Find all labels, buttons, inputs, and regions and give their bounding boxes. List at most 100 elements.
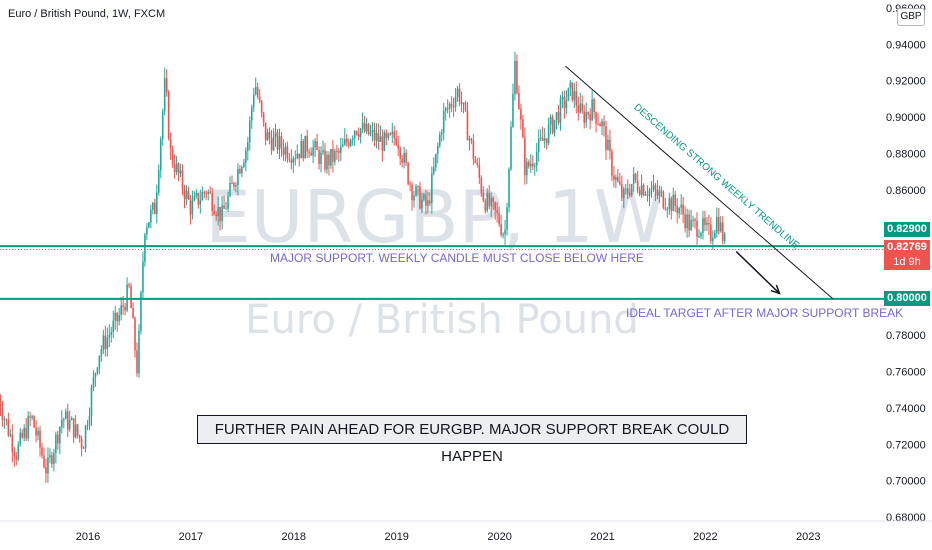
candle bbox=[165, 69, 168, 97]
candle bbox=[252, 87, 255, 113]
candle bbox=[223, 195, 225, 209]
candle bbox=[510, 121, 512, 171]
candle bbox=[3, 416, 6, 429]
price-tick-label: 0.90000 bbox=[886, 112, 926, 124]
candle bbox=[262, 111, 265, 127]
candle bbox=[553, 119, 556, 137]
candle bbox=[361, 112, 364, 134]
candle bbox=[205, 190, 208, 200]
candle bbox=[130, 282, 132, 309]
candle bbox=[27, 411, 29, 442]
candle bbox=[47, 447, 49, 483]
candle bbox=[680, 194, 682, 215]
candle bbox=[444, 106, 447, 121]
candle bbox=[140, 290, 142, 335]
candle bbox=[369, 124, 372, 137]
candle bbox=[7, 412, 10, 438]
candle bbox=[21, 429, 24, 440]
candle bbox=[436, 142, 439, 164]
candle bbox=[603, 115, 605, 137]
candle bbox=[66, 403, 69, 437]
candle bbox=[545, 138, 548, 150]
candle bbox=[624, 183, 627, 195]
price-axis[interactable]: 0.68000 0.70000 0.72000 0.74000 0.76000 0.780… bbox=[886, 3, 926, 524]
descending-trendline[interactable] bbox=[565, 65, 834, 300]
bar-countdown-tag: 1d 9h bbox=[884, 255, 930, 270]
candle bbox=[334, 148, 336, 166]
candle bbox=[294, 150, 297, 166]
candle bbox=[193, 191, 196, 202]
candle bbox=[215, 211, 217, 221]
candle bbox=[626, 179, 629, 200]
candle bbox=[254, 77, 257, 96]
candle bbox=[567, 87, 570, 101]
time-axis[interactable]: 2016 2017 2018 2019 2020 2021 2022 2023 bbox=[76, 531, 821, 543]
candle bbox=[518, 85, 520, 111]
candle bbox=[609, 129, 611, 160]
target-arrow[interactable] bbox=[735, 251, 781, 295]
candle bbox=[353, 130, 356, 146]
currency-badge[interactable]: GBP bbox=[897, 8, 925, 26]
candle bbox=[634, 172, 637, 184]
candle bbox=[646, 185, 649, 202]
candle bbox=[248, 116, 251, 151]
symbol-title[interactable]: Euro / British Pound, 1W, FXCM bbox=[8, 8, 166, 20]
candle bbox=[721, 216, 724, 245]
candle bbox=[276, 128, 279, 154]
candle bbox=[452, 97, 455, 118]
candle bbox=[332, 139, 334, 173]
candle bbox=[272, 128, 275, 152]
candle bbox=[522, 114, 524, 139]
candle bbox=[607, 134, 609, 151]
candle bbox=[148, 221, 150, 229]
candle bbox=[605, 120, 607, 160]
candle bbox=[118, 307, 120, 326]
candle bbox=[476, 157, 479, 168]
candle bbox=[383, 129, 386, 152]
candle bbox=[357, 127, 360, 141]
candle bbox=[656, 180, 659, 200]
candle bbox=[256, 82, 259, 100]
headline-callout[interactable]: FURTHER PAIN AHEAD FOR EURGBP. MAJOR SUP… bbox=[197, 415, 747, 465]
candle bbox=[474, 156, 477, 164]
candle bbox=[250, 104, 253, 129]
candle bbox=[108, 324, 111, 348]
candle bbox=[76, 423, 79, 439]
candle bbox=[717, 207, 720, 235]
candle bbox=[615, 174, 617, 189]
candle bbox=[314, 138, 316, 158]
candle bbox=[694, 217, 696, 229]
candle bbox=[583, 105, 586, 129]
price-tick-label: 0.68000 bbox=[886, 512, 926, 524]
candle bbox=[241, 165, 243, 178]
candle bbox=[51, 451, 53, 468]
candle bbox=[268, 127, 271, 145]
candle bbox=[702, 210, 704, 240]
candle bbox=[78, 434, 81, 443]
candle bbox=[715, 207, 718, 238]
candle bbox=[696, 212, 698, 245]
support-price-tag: 0.82900 bbox=[884, 222, 930, 237]
candle bbox=[712, 230, 714, 251]
candle bbox=[427, 191, 429, 214]
candle bbox=[593, 97, 595, 119]
candle bbox=[324, 142, 326, 173]
time-tick-label: 2021 bbox=[590, 531, 614, 543]
candle bbox=[179, 163, 182, 178]
candle bbox=[524, 127, 526, 185]
candle bbox=[19, 427, 22, 447]
candle bbox=[417, 185, 419, 196]
support-note: MAJOR SUPPORT. WEEKLY CANDLE MUST CLOSE … bbox=[270, 251, 644, 265]
candle bbox=[442, 102, 445, 141]
candle bbox=[466, 101, 469, 141]
candle bbox=[644, 191, 647, 196]
candle bbox=[237, 163, 239, 196]
candle bbox=[100, 345, 103, 362]
watermark-name: Euro / British Pound bbox=[245, 297, 639, 343]
candle bbox=[460, 91, 463, 113]
candle bbox=[258, 89, 261, 104]
candle bbox=[310, 147, 312, 156]
candle bbox=[719, 216, 722, 233]
candle bbox=[575, 81, 578, 114]
